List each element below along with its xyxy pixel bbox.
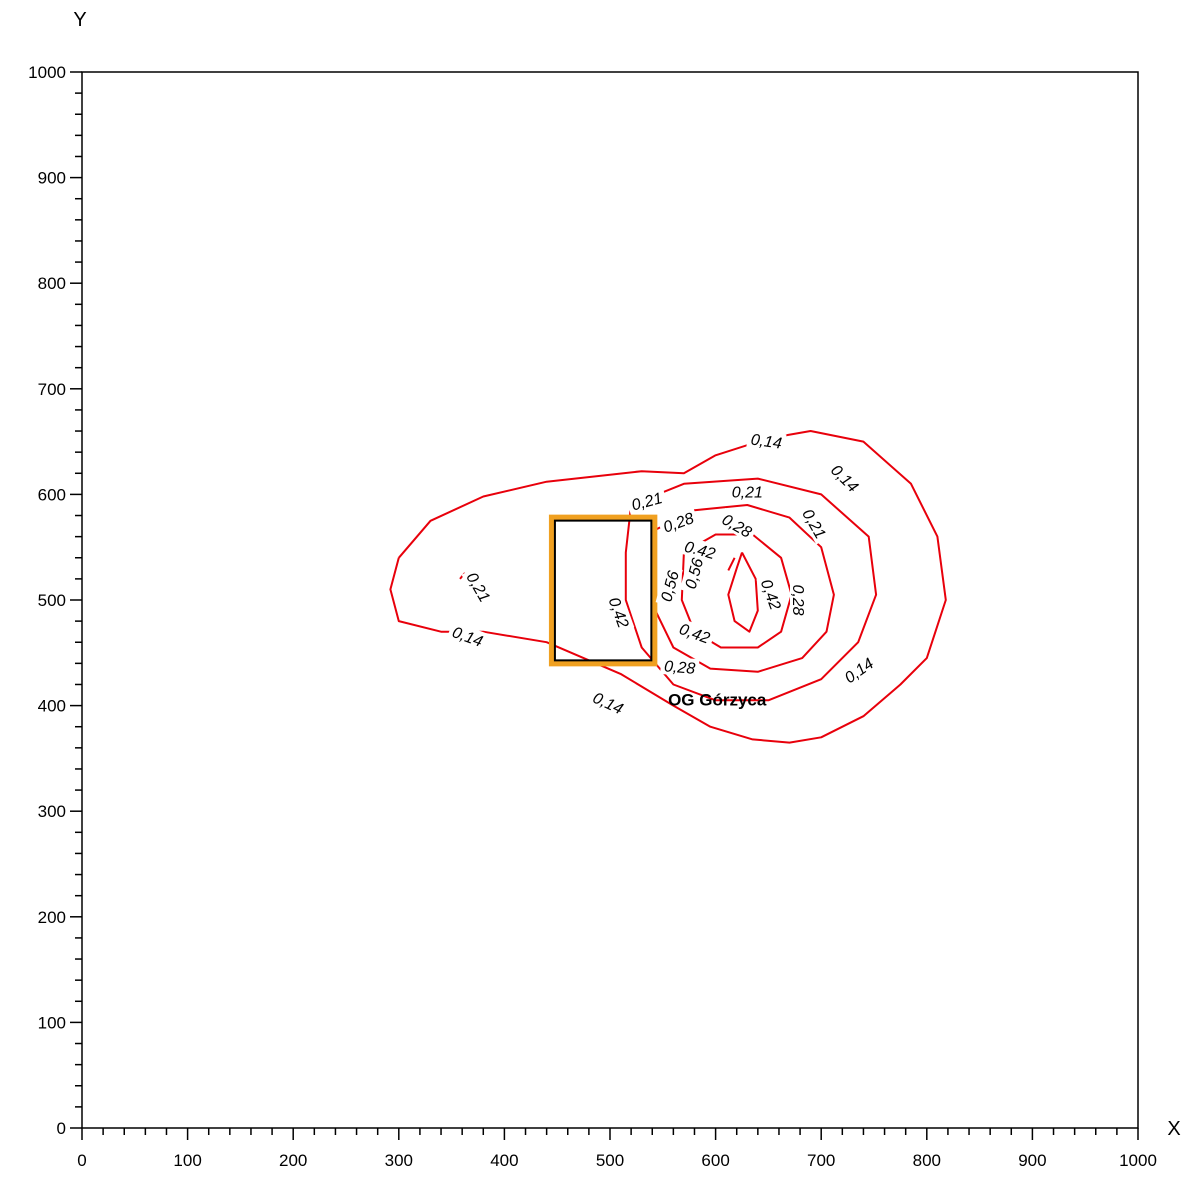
area-outline [553,519,653,662]
contour-label-bg [657,507,700,537]
x-tick-label: 300 [385,1151,413,1170]
contour-line-0-21 [624,477,878,702]
contour-label: 0,21 [626,487,668,515]
y-tick-label: 300 [38,802,66,821]
contour-label-bg [790,581,808,619]
contour-label-bg [679,552,708,595]
y-tick-label: 100 [38,1013,66,1032]
contour-label-text: 0,14 [590,690,625,719]
contour-label-text: 0,28 [661,510,696,537]
contour-label: 0,21 [461,565,497,608]
contour-label-text: 0,28 [789,584,806,615]
contour-label-bg [679,535,721,564]
contour-label-text: 0,56 [658,569,683,604]
x-tick-label: 100 [173,1151,201,1170]
contour-label: 0,42 [756,573,787,616]
contour-label-bg [746,429,787,453]
contour-label-bg [797,502,832,545]
contour-label: 0,56 [655,565,683,607]
y-tick-label: 800 [38,274,66,293]
axis-ticks: 0 100 200 300 400 500 600 700 800 900 1000 0 100 200 3… [28,63,1157,1170]
contour-label-bg [728,482,767,501]
x-tick-label: 900 [1018,1151,1046,1170]
y-tick-label: 900 [38,169,66,188]
contour-label-bg [461,565,497,608]
y-axis-title: Y [73,9,86,31]
contour-label: 0,42 [673,617,716,648]
contour-label-bg [626,487,668,515]
y-tick-label: 500 [38,591,66,610]
y-tick-label: 600 [38,485,66,504]
contour-label: 0,21 [728,482,767,501]
contour-line-0-28 [651,504,835,673]
contour-label-text: 0,56 [683,556,708,591]
contour-label-bg [660,655,700,678]
y-tick-label: 400 [38,697,66,716]
x-tick-label: 0 [77,1151,86,1170]
contour-label-text: 0,42 [677,621,712,648]
contour-label: 0,28 [657,507,700,537]
x-tick-label: 400 [490,1151,518,1170]
contour-label-bg [825,458,865,498]
contour-label: 0,21 [797,502,832,545]
contour-label-text: 0,14 [750,432,783,453]
x-tick-label: 1000 [1119,1151,1157,1170]
contour-lines [389,430,947,744]
x-tick-label: 200 [279,1151,307,1170]
contour-label-bg [756,573,787,616]
contour-label-bg [673,617,716,648]
contour-label: 0,14 [587,686,630,719]
y-tick-label: 1000 [28,63,66,82]
contour-line-0-14 [389,430,947,744]
contour-label: 0,28 [660,655,700,678]
contour-label-bg [446,621,489,652]
y-tick-label: 200 [38,908,66,927]
contour-label: 0,14 [825,458,865,498]
area-outline-glow [548,514,658,667]
contour-label-text: 0,28 [663,658,696,678]
contour-label: 0,28 [789,581,808,619]
contour-label-bg [604,591,635,634]
contour-label-text: 0,42 [757,577,784,612]
x-axis-title: X [1167,1118,1180,1140]
contour-label-text: 0,21 [630,490,664,514]
contour-label: 0,28 [716,507,759,543]
contour-line-0-56 [727,557,736,571]
contour-label-text: 0,42 [605,595,632,630]
contour-label: 0,14 [446,621,489,652]
contour-label-text: 0,14 [450,624,485,651]
contour-label-bg [716,507,759,543]
area-label: OG Górzyca [668,691,767,710]
x-tick-label: 600 [701,1151,729,1170]
x-tick-label: 800 [913,1151,941,1170]
contour-label-bg [655,565,683,607]
contour-label-bg [587,686,630,719]
y-tick-label: 700 [38,380,66,399]
area-outlines: OG Górzyca [548,514,767,710]
contour-label-bg [837,651,880,689]
contour-label-text: 0,21 [732,484,763,501]
x-tick-label: 500 [596,1151,624,1170]
contour-line-0-56 [727,552,759,633]
contour-label: 0,14 [746,429,787,453]
x-tick-label: 700 [807,1151,835,1170]
y-tick-label: 0 [57,1119,66,1138]
